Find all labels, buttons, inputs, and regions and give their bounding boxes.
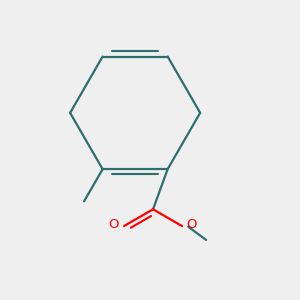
Text: O: O (108, 218, 119, 231)
Text: O: O (186, 218, 196, 231)
